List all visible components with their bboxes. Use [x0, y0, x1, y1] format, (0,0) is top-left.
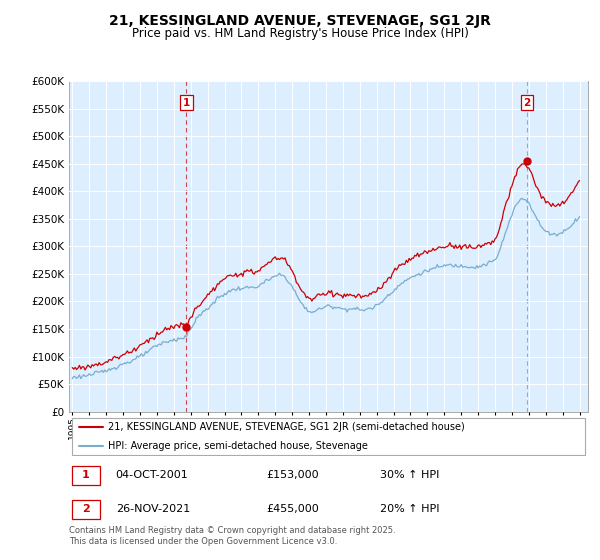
Text: £153,000: £153,000 — [266, 470, 319, 480]
Text: £455,000: £455,000 — [266, 505, 319, 515]
Text: Contains HM Land Registry data © Crown copyright and database right 2025.
This d: Contains HM Land Registry data © Crown c… — [69, 526, 395, 546]
Text: 1: 1 — [183, 97, 190, 108]
Text: 21, KESSINGLAND AVENUE, STEVENAGE, SG1 2JR (semi-detached house): 21, KESSINGLAND AVENUE, STEVENAGE, SG1 2… — [108, 422, 464, 432]
Text: 04-OCT-2001: 04-OCT-2001 — [116, 470, 188, 480]
FancyBboxPatch shape — [71, 466, 100, 485]
Text: 2: 2 — [82, 505, 90, 515]
Text: HPI: Average price, semi-detached house, Stevenage: HPI: Average price, semi-detached house,… — [108, 441, 368, 450]
Text: 26-NOV-2021: 26-NOV-2021 — [116, 505, 190, 515]
Text: 1: 1 — [82, 470, 90, 480]
FancyBboxPatch shape — [71, 500, 100, 519]
Text: Price paid vs. HM Land Registry's House Price Index (HPI): Price paid vs. HM Land Registry's House … — [131, 27, 469, 40]
Text: 30% ↑ HPI: 30% ↑ HPI — [380, 470, 440, 480]
Text: 2: 2 — [524, 97, 531, 108]
Text: 21, KESSINGLAND AVENUE, STEVENAGE, SG1 2JR: 21, KESSINGLAND AVENUE, STEVENAGE, SG1 2… — [109, 14, 491, 28]
FancyBboxPatch shape — [71, 418, 586, 455]
Text: 20% ↑ HPI: 20% ↑ HPI — [380, 505, 440, 515]
